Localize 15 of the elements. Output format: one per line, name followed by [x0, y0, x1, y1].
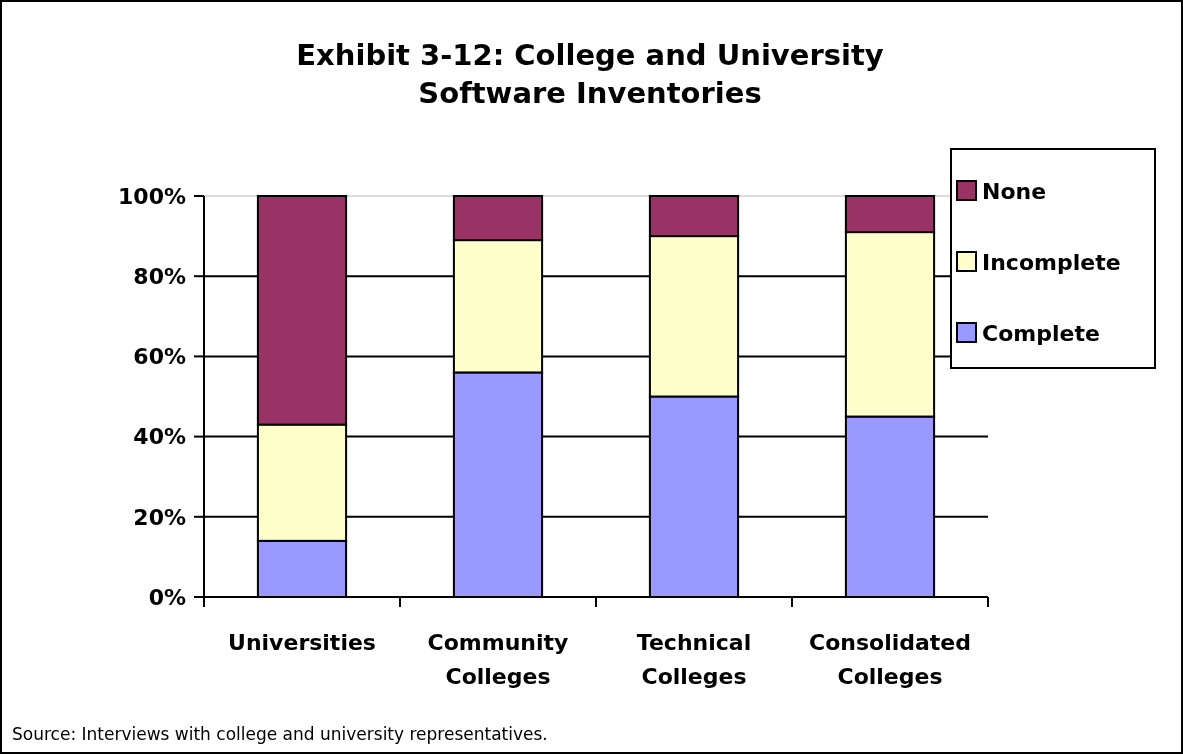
y-tick-label: 20% [133, 504, 186, 530]
y-tick-label: 0% [148, 584, 186, 610]
legend-label: None [982, 178, 1047, 204]
y-tick-label: 80% [133, 263, 186, 289]
legend-label: Complete [982, 320, 1100, 346]
source-note: Source: Interviews with college and university representatives. [12, 724, 548, 744]
y-tick-label: 40% [133, 424, 186, 450]
x-tick-label: Consolidated Colleges [809, 630, 971, 689]
x-tick-label: Community Colleges [427, 630, 569, 689]
chart-title: Exhibit 3-12: College and University Software Inventories [296, 38, 884, 110]
y-tick-label: 60% [133, 344, 186, 370]
y-tick-label: 100% [118, 183, 186, 209]
legend-label: Incomplete [982, 249, 1121, 275]
x-tick-label: Technical Colleges [636, 630, 752, 689]
x-tick-label: Universities [228, 630, 376, 655]
